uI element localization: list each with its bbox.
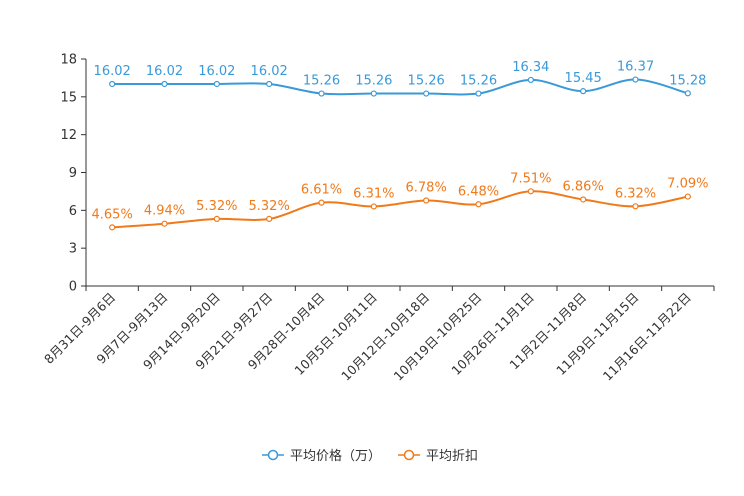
- y-tick-label: 12: [60, 128, 77, 143]
- y-tick-label: 6: [69, 204, 77, 219]
- data-label: 15.26: [460, 74, 497, 89]
- series-avg-price: 16.02 16.02 16.02 16.02 15.26 15.26 15.26 15.26…: [94, 60, 706, 97]
- legend[interactable]: 平均价格（万） 平均折扣: [262, 448, 478, 464]
- data-point[interactable]: [318, 90, 325, 97]
- y-tick-label: 15: [60, 90, 77, 105]
- data-label: 16.02: [146, 64, 183, 79]
- legend-item-avg-price[interactable]: 平均价格（万）: [262, 448, 381, 464]
- data-label: 4.65%: [92, 207, 133, 222]
- x-tick-label: 11月16日-11月22日: [600, 290, 694, 384]
- data-label: 6.78%: [406, 180, 447, 195]
- data-point[interactable]: [423, 90, 430, 97]
- y-tick-label: 18: [60, 53, 77, 68]
- data-label: 7.09%: [667, 177, 708, 192]
- data-label: 6.48%: [458, 184, 499, 199]
- data-label: 7.51%: [510, 171, 551, 186]
- data-label: 16.02: [198, 64, 235, 79]
- data-point[interactable]: [161, 80, 168, 88]
- data-label: 16.02: [251, 64, 288, 79]
- data-label: 6.61%: [301, 183, 342, 198]
- data-point[interactable]: [684, 90, 691, 97]
- legend-label: 平均折扣: [426, 449, 478, 464]
- data-point[interactable]: [580, 88, 587, 95]
- data-point[interactable]: [475, 90, 482, 97]
- y-tick-label: 3: [69, 242, 77, 257]
- data-point[interactable]: [266, 80, 273, 88]
- data-label: 16.37: [617, 60, 654, 75]
- data-point[interactable]: [580, 196, 587, 203]
- data-label: 6.86%: [563, 179, 604, 194]
- legend-label: 平均价格（万）: [290, 448, 381, 464]
- data-label: 5.32%: [196, 199, 237, 214]
- data-point[interactable]: [527, 188, 534, 195]
- data-point[interactable]: [632, 203, 639, 210]
- data-label: 15.28: [669, 73, 706, 88]
- data-point[interactable]: [213, 215, 220, 223]
- data-point[interactable]: [423, 197, 430, 204]
- data-label: 15.26: [355, 74, 392, 89]
- data-label: 6.31%: [353, 186, 394, 201]
- data-point[interactable]: [318, 199, 325, 206]
- data-label: 15.45: [565, 71, 602, 86]
- data-point[interactable]: [266, 215, 273, 223]
- data-point[interactable]: [527, 76, 534, 84]
- legend-item-avg-discount[interactable]: 平均折扣: [398, 449, 478, 464]
- axes: 03691215188月31日-9月6日9月7日-9月13日9月14日-9月20…: [41, 53, 715, 384]
- series-layer: 16.02 16.02 16.02 16.02 15.26 15.26 15.26 15.26…: [92, 60, 708, 231]
- y-tick-label: 9: [69, 166, 77, 181]
- data-point[interactable]: [632, 76, 639, 83]
- series-line: [112, 78, 689, 96]
- data-label: 16.02: [94, 64, 131, 79]
- data-point[interactable]: [475, 201, 482, 208]
- data-label: 16.34: [512, 60, 549, 75]
- data-point[interactable]: [370, 90, 377, 97]
- x-tick-label: 10月19日-10月25日: [390, 290, 484, 384]
- data-label: 6.32%: [615, 186, 656, 201]
- legend-marker-swatch: [403, 449, 415, 461]
- data-point[interactable]: [109, 80, 116, 88]
- data-label: 5.32%: [249, 199, 290, 214]
- data-label: 4.94%: [144, 204, 185, 219]
- data-point[interactable]: [109, 224, 116, 231]
- data-label: 15.26: [303, 74, 340, 89]
- data-point[interactable]: [370, 203, 377, 210]
- y-tick-label: 0: [69, 280, 77, 295]
- series-line: [112, 190, 689, 229]
- series-avg-discount: 4.65% 4.94% 5.32% 5.32% 6.61% 6.31% 6.78% 6.48%…: [92, 171, 708, 231]
- data-label: 15.26: [408, 74, 445, 89]
- data-point[interactable]: [213, 80, 220, 88]
- x-tick-label: 10月12日-10月18日: [338, 290, 432, 384]
- data-point[interactable]: [161, 220, 168, 227]
- data-point[interactable]: [684, 193, 691, 200]
- legend-marker-swatch: [267, 449, 279, 461]
